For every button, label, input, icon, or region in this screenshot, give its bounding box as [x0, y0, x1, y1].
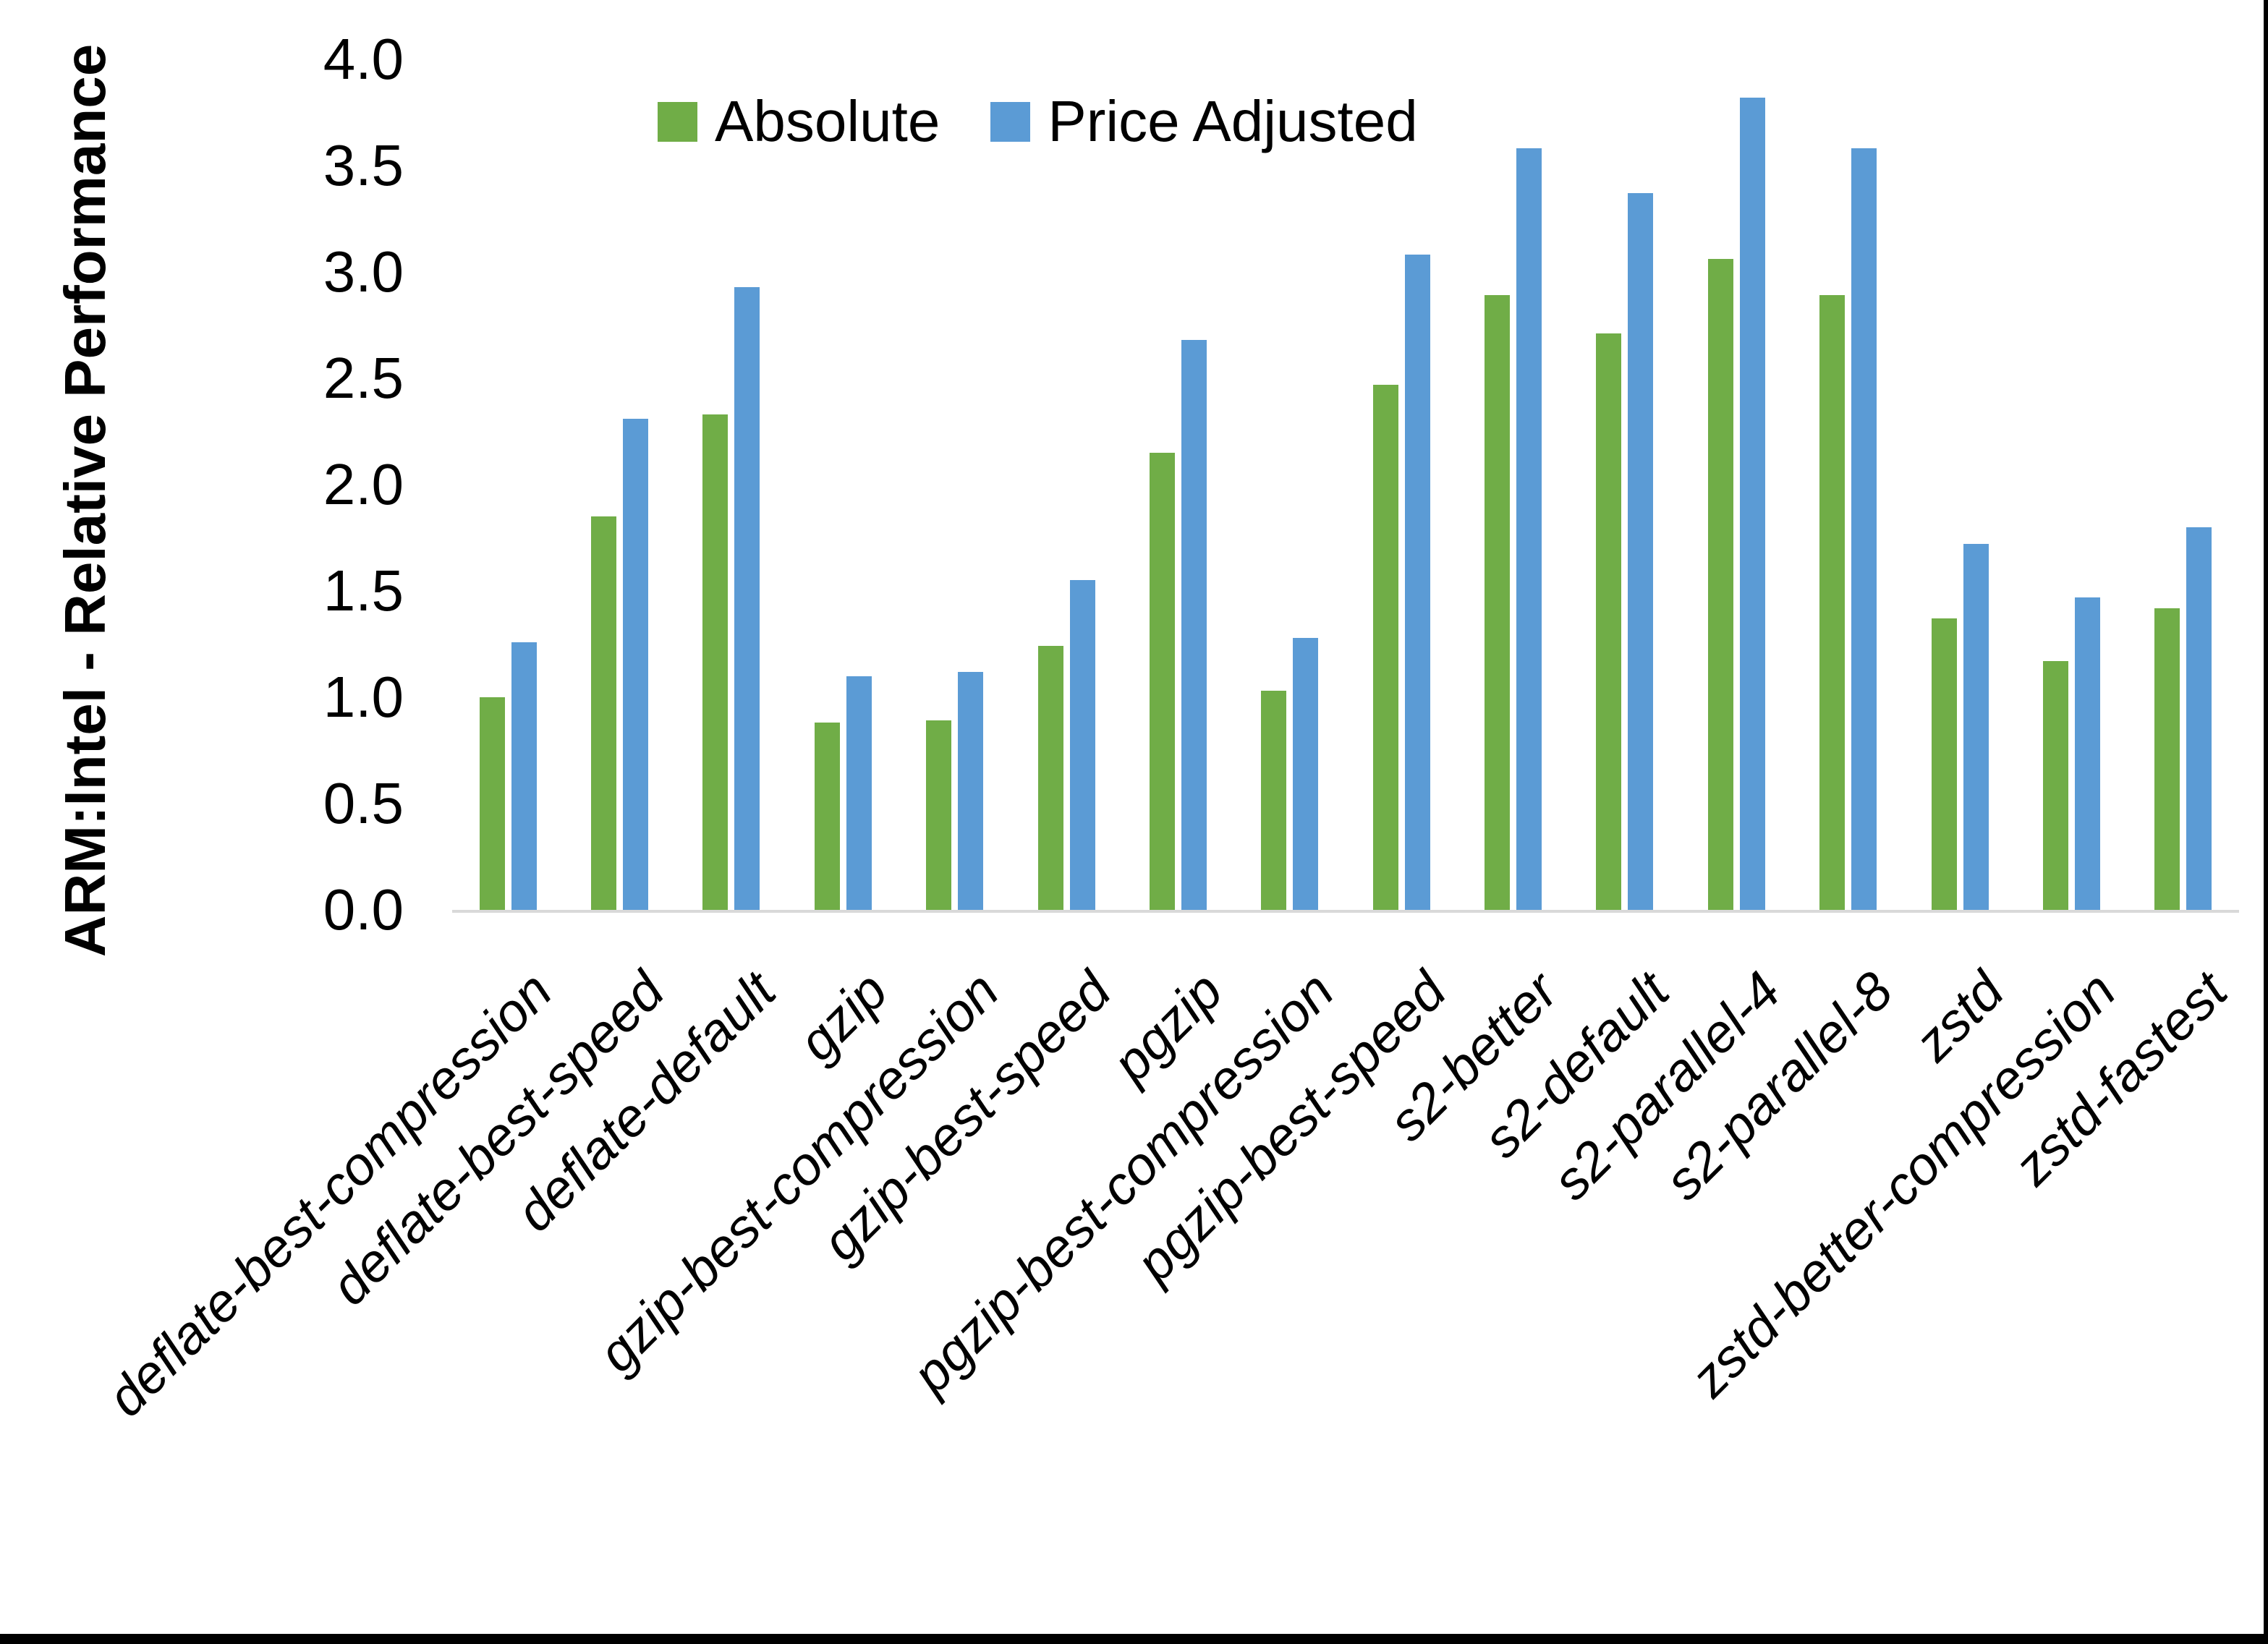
bar-absolute [1596, 333, 1622, 910]
bar-price-adjusted [734, 286, 760, 910]
y-tick-label: 3.0 [323, 239, 404, 304]
x-category-label: deflate-best-compression [95, 960, 564, 1428]
legend-swatch-price-adjusted [990, 101, 1031, 142]
y-tick-label: 0.5 [323, 771, 404, 835]
bar-absolute [2042, 661, 2068, 910]
y-tick-label: 2.0 [323, 452, 404, 516]
bar-group [2016, 59, 2127, 910]
bar-absolute [1372, 384, 1398, 910]
bar-absolute [1931, 618, 1957, 910]
legend-item: Absolute [658, 93, 940, 150]
bar-price-adjusted [1069, 580, 1095, 910]
bar-group [2128, 59, 2239, 910]
bar-absolute [479, 697, 505, 910]
window-bottom-border [0, 1634, 2268, 1644]
bar-absolute [1485, 295, 1511, 910]
window-right-border [2264, 0, 2268, 1644]
bar-absolute [1149, 452, 1175, 910]
legend-item: Price Adjusted [990, 89, 1418, 153]
legend-label: Absolute [715, 89, 940, 153]
bar-group [1011, 59, 1122, 910]
bar-group [1457, 59, 1568, 910]
bar-price-adjusted [1181, 340, 1207, 910]
bar-price-adjusted [1963, 544, 1989, 910]
y-tick-label: 4.0 [323, 27, 404, 91]
bar-group [452, 59, 564, 910]
bar-absolute [814, 723, 840, 910]
bar-absolute [1707, 259, 1733, 910]
bar-group [676, 59, 787, 910]
bar-price-adjusted [1851, 148, 1877, 910]
bar-group [1569, 59, 1681, 910]
bar-price-adjusted [2186, 527, 2212, 910]
y-tick-label: 1.0 [323, 665, 404, 729]
bar-price-adjusted [846, 676, 872, 910]
bar-absolute [926, 720, 952, 910]
legend-label: Price Adjusted [1048, 89, 1418, 153]
bar-group [1346, 59, 1457, 910]
bar-price-adjusted [1628, 193, 1654, 910]
bar-group [1234, 59, 1346, 910]
y-tick-label: 0.0 [323, 877, 404, 942]
bar-group [1681, 59, 1792, 910]
bar-group [899, 59, 1011, 910]
bar-absolute [591, 516, 617, 910]
y-tick-label: 2.5 [323, 346, 404, 410]
plot-area [452, 59, 2239, 913]
y-tick-label: 3.5 [323, 133, 404, 197]
bar-absolute [1261, 691, 1287, 910]
bar-price-adjusted [1293, 637, 1319, 910]
bar-group [1122, 59, 1233, 910]
bar-price-adjusted [623, 418, 649, 910]
bar-price-adjusted [958, 671, 984, 910]
y-axis-title: ARM:Intel - Relative Performance [53, 43, 117, 958]
bar-price-adjusted [1404, 255, 1430, 910]
bar-absolute [2154, 608, 2180, 910]
bar-price-adjusted [2074, 597, 2100, 910]
y-tick-label: 1.5 [323, 558, 404, 623]
bar-price-adjusted [1739, 97, 1765, 910]
legend-swatch-absolute [658, 101, 697, 142]
bar-group [787, 59, 899, 910]
bar-group [564, 59, 675, 910]
bar-absolute [1037, 646, 1063, 910]
bar-price-adjusted [1516, 148, 1542, 910]
bar-absolute [702, 414, 729, 910]
bar-price-adjusted [511, 642, 537, 910]
bar-group [1904, 59, 2016, 910]
bar-absolute [1819, 295, 1846, 910]
legend: Absolute Price Adjusted [658, 93, 1418, 150]
bar-group [1793, 59, 1904, 910]
